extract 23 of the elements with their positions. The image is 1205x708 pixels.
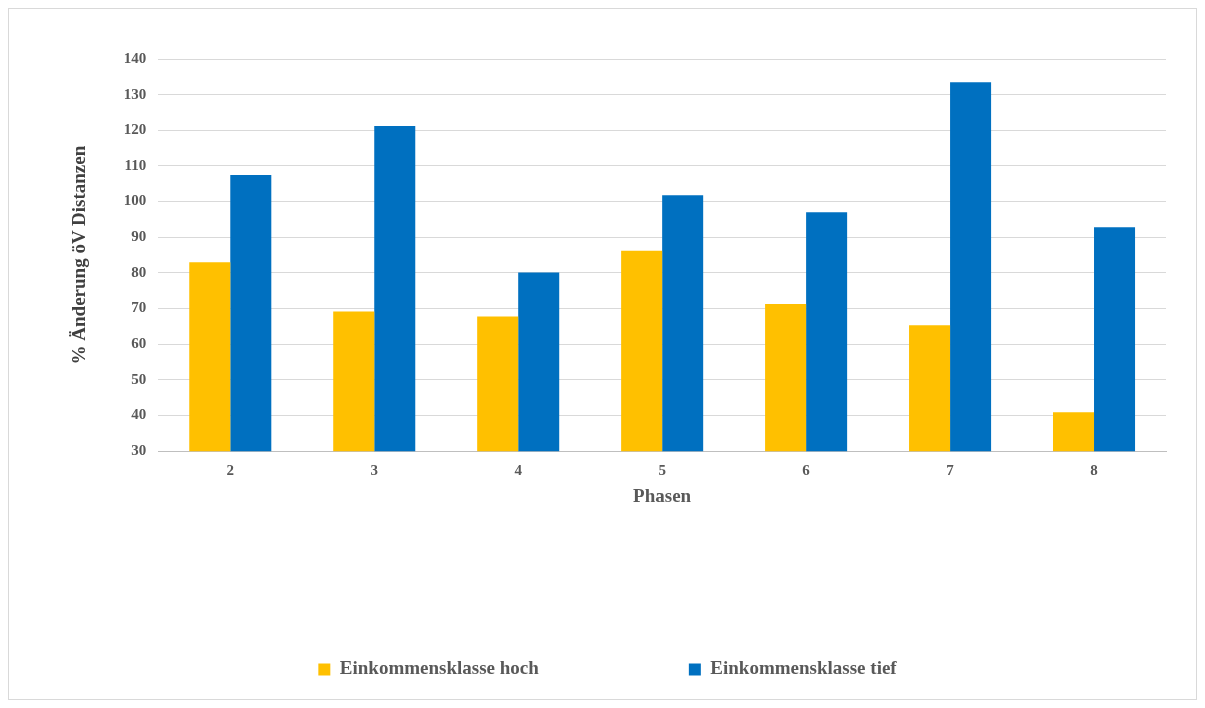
y-tick-label: 40 (131, 406, 147, 423)
y-tick-label: 100 (123, 192, 147, 209)
y-tick-label: 60 (131, 335, 147, 352)
y-axis-title: % Änderung öV Distanzen (68, 145, 90, 365)
y-tick-label: 90 (131, 228, 147, 245)
x-axis-title: Phasen (633, 484, 692, 506)
y-tick-label: 120 (123, 121, 147, 138)
y-tick-label: 130 (123, 85, 147, 102)
legend-label: Einkommensklasse tief (710, 657, 898, 679)
legend-label: Einkommensklasse hoch (339, 657, 540, 679)
x-tick-label: 8 (1090, 462, 1098, 479)
x-tick-label: 2 (226, 462, 235, 479)
y-tick-label: 140 (123, 49, 147, 66)
x-tick-label: 6 (802, 462, 811, 479)
y-tick-label: 30 (131, 442, 147, 459)
x-tick-label: 4 (514, 462, 523, 479)
x-tick-label: 3 (370, 462, 378, 479)
y-tick-label: 80 (131, 263, 147, 280)
x-tick-label: 7 (946, 462, 955, 479)
x-tick-label: 5 (658, 462, 666, 479)
y-tick-label: 110 (124, 156, 147, 173)
y-tick-label: 50 (131, 370, 147, 387)
y-tick-label: 70 (131, 299, 147, 316)
